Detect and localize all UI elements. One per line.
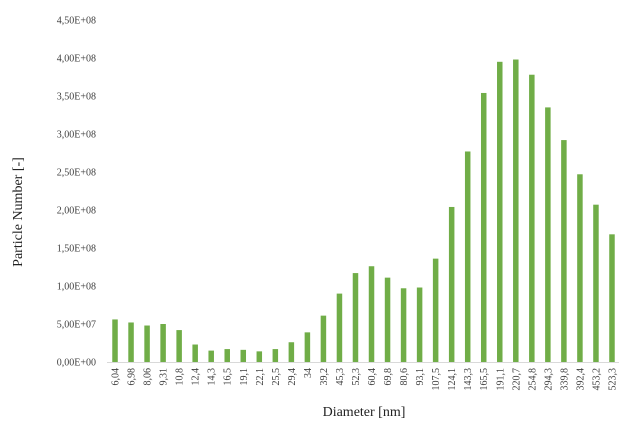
y-tick-label: 5,00E+07 xyxy=(57,320,96,331)
bar xyxy=(336,293,343,362)
bar xyxy=(160,324,166,362)
y-axis-ticks: 0,00E+00 5,00E+07 1,00E+08 1,50E+08 2,00E+08… xyxy=(57,16,96,369)
bar xyxy=(545,107,551,363)
x-tick-label: 52,3 xyxy=(351,368,362,386)
bar xyxy=(144,325,150,362)
x-tick-label: 45,3 xyxy=(335,368,346,386)
x-tick-label: 29,4 xyxy=(287,368,298,386)
x-tick-label: 9,31 xyxy=(159,368,170,386)
bar xyxy=(593,204,599,362)
y-tick-label: 3,00E+08 xyxy=(57,130,96,141)
bar xyxy=(432,258,439,362)
x-tick-label: 12,4 xyxy=(191,368,202,386)
x-tick-label: 6,04 xyxy=(111,368,122,386)
x-tick-label: 25,5 xyxy=(271,368,282,386)
y-tick-label: 2,00E+08 xyxy=(57,206,96,217)
bar xyxy=(352,273,359,362)
bar xyxy=(112,319,118,362)
x-tick-label: 143,3 xyxy=(463,368,474,391)
x-tick-label: 39,2 xyxy=(319,368,330,386)
bar xyxy=(176,330,182,362)
y-tick-label: 1,00E+08 xyxy=(57,282,96,293)
bar xyxy=(272,349,279,362)
y-axis-title: Particle Number [-] xyxy=(11,157,26,267)
x-tick-label: 80,6 xyxy=(399,368,410,386)
x-tick-label: 10,8 xyxy=(175,368,186,386)
x-tick-label: 14,3 xyxy=(207,368,218,386)
bar xyxy=(497,61,503,363)
x-tick-label: 60,4 xyxy=(367,368,378,386)
x-tick-label: 6,98 xyxy=(127,368,138,386)
bar xyxy=(513,59,519,363)
x-tick-label: 93,1 xyxy=(415,368,426,386)
x-tick-label: 8,06 xyxy=(143,368,154,386)
x-tick-label: 107,5 xyxy=(431,368,442,391)
x-tick-label: 294,3 xyxy=(543,368,554,391)
bar xyxy=(609,234,615,362)
bar xyxy=(304,332,311,362)
bar xyxy=(448,206,455,362)
x-tick-label: 16,5 xyxy=(223,368,234,386)
bar xyxy=(240,349,247,362)
y-tick-label: 2,50E+08 xyxy=(57,168,96,179)
bar xyxy=(368,266,375,362)
bar xyxy=(400,288,407,362)
x-tick-label: 220,7 xyxy=(511,368,522,391)
x-tick-label: 523,3 xyxy=(607,368,618,391)
bars xyxy=(112,59,615,363)
x-tick-label: 22,1 xyxy=(255,368,266,386)
x-axis-ticks: 6,04 6,98 8,06 9,31 10,8 12,4 14,3 16,5 19,1 22,1… xyxy=(111,368,619,391)
bar xyxy=(416,287,423,362)
bar xyxy=(561,140,567,362)
x-tick-label: 339,8 xyxy=(559,368,570,391)
y-tick-label: 0,00E+00 xyxy=(57,358,96,369)
bar xyxy=(208,350,214,362)
bar xyxy=(224,349,230,362)
bar xyxy=(192,344,198,362)
x-tick-label: 165,5 xyxy=(479,368,490,391)
y-tick-label: 4,50E+08 xyxy=(57,16,96,27)
y-tick-label: 3,50E+08 xyxy=(57,92,96,103)
x-tick-label: 392,4 xyxy=(575,368,586,391)
bar xyxy=(320,315,327,362)
bar xyxy=(480,92,487,363)
y-tick-label: 4,00E+08 xyxy=(57,54,96,65)
bar xyxy=(529,74,535,362)
x-tick-label: 34 xyxy=(303,368,314,378)
x-tick-label: 254,8 xyxy=(527,368,538,391)
x-axis-title: Diameter [nm] xyxy=(323,405,406,420)
bar xyxy=(128,322,134,362)
y-tick-label: 1,50E+08 xyxy=(57,244,96,255)
bar xyxy=(256,351,263,362)
x-tick-label: 69,8 xyxy=(383,368,394,386)
bar xyxy=(288,342,295,362)
x-tick-label: 191,1 xyxy=(495,368,506,391)
bar xyxy=(464,151,471,362)
bar xyxy=(384,277,391,362)
x-tick-label: 453,2 xyxy=(591,368,602,391)
bar xyxy=(577,174,583,362)
x-tick-label: 124,1 xyxy=(447,368,458,391)
x-tick-label: 19,1 xyxy=(239,368,250,386)
